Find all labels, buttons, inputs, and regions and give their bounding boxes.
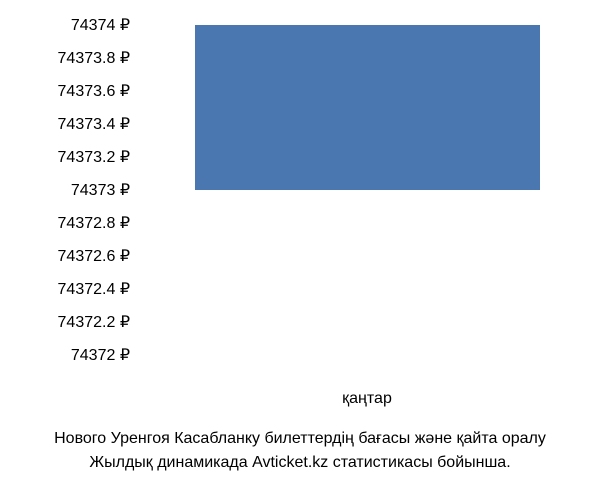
caption-line-1: Нового Уренгоя Касабланку билеттердің ба…: [0, 427, 600, 451]
caption: Нового Уренгоя Касабланку билеттердің ба…: [0, 427, 600, 475]
y-tick: 74373.8 ₽: [58, 48, 130, 68]
caption-line-2: Жылдық динамикада Avticket.kz статистика…: [0, 451, 600, 475]
y-tick: 74373.2 ₽: [58, 147, 130, 167]
y-axis: 74374 ₽ 74373.8 ₽ 74373.6 ₽ 74373.4 ₽ 74…: [0, 10, 135, 380]
y-tick: 74373.4 ₽: [58, 114, 130, 134]
y-tick: 74372.4 ₽: [58, 279, 130, 299]
x-tick: қаңтар: [342, 390, 392, 408]
bar: [195, 25, 540, 190]
y-tick: 74373.6 ₽: [58, 81, 130, 101]
chart-container: 74374 ₽ 74373.8 ₽ 74373.6 ₽ 74373.4 ₽ 74…: [0, 10, 600, 410]
y-tick: 74372 ₽: [71, 345, 130, 365]
y-tick: 74374 ₽: [71, 15, 130, 35]
y-tick: 74372.8 ₽: [58, 213, 130, 233]
plot-area: қаңтар: [145, 10, 585, 380]
y-tick: 74373 ₽: [71, 180, 130, 200]
y-tick: 74372.6 ₽: [58, 246, 130, 266]
y-tick: 74372.2 ₽: [58, 312, 130, 332]
